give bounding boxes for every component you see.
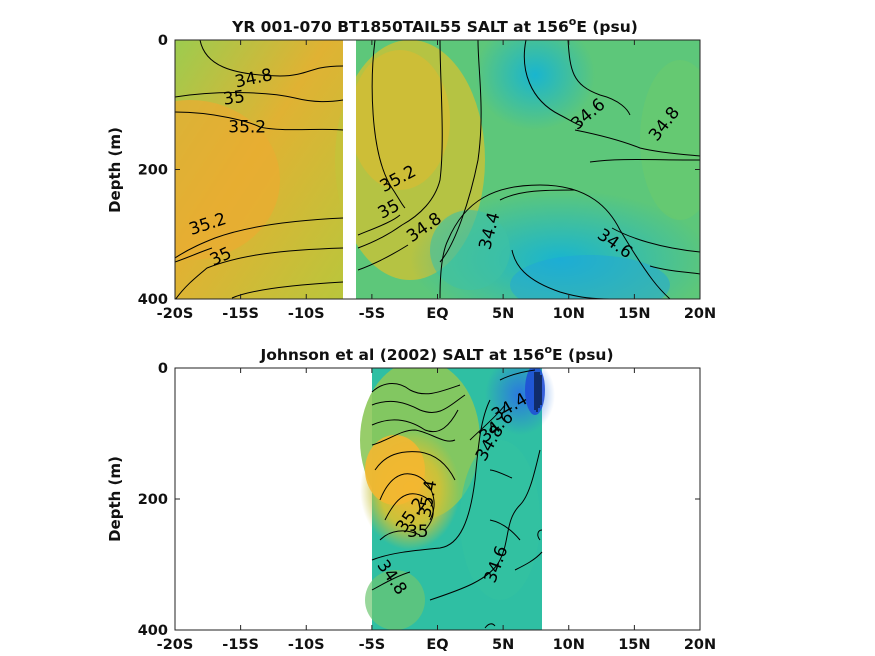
top-y-tick-label: 400 xyxy=(138,292,168,308)
top-x-tick-label: 15N xyxy=(618,306,650,322)
top-contours xyxy=(175,40,700,299)
bottom-x-tick-label: EQ xyxy=(426,637,448,653)
bottom-x-tick-label: -5S xyxy=(359,637,386,653)
top-x-tick-label: EQ xyxy=(426,306,448,322)
top-x-tick-label: 10N xyxy=(553,306,585,322)
top-chart-title: YR 001-070 BT1850TAIL55 SALT at 156oE (p… xyxy=(231,15,638,36)
bottom-x-tick-label: 15N xyxy=(618,637,650,653)
top-x-tick-label: 20N xyxy=(684,306,716,322)
bottom-x-tick-label: 5N xyxy=(492,637,514,653)
bottom-axes: -20S -15S -10S -5S EQ 5N 10N 15N 20N 0 200 400 xyxy=(138,361,716,653)
bottom-x-tick-label: -20S xyxy=(157,637,194,653)
bottom-y-tick-label: 0 xyxy=(158,361,168,377)
top-x-tick-label: -20S xyxy=(157,306,194,322)
bottom-contours xyxy=(371,369,543,629)
bottom-y-tick-label: 400 xyxy=(138,623,168,639)
bottom-x-tick-label: 10N xyxy=(553,637,585,653)
bottom-contour-label: 35 xyxy=(407,522,429,542)
top-x-tick-label: -5S xyxy=(359,306,386,322)
top-y-tick-label: 200 xyxy=(138,163,168,179)
bottom-x-tick-label: 20N xyxy=(684,637,716,653)
top-salinity-field xyxy=(175,40,700,299)
top-y-tick-label: 0 xyxy=(158,33,168,49)
bottom-x-tick-label: -10S xyxy=(288,637,325,653)
bottom-y-axis-label: Depth (m) xyxy=(106,456,124,542)
top-x-tick-label: -10S xyxy=(288,306,325,322)
bottom-x-tick-label: -15S xyxy=(222,637,259,653)
top-contour-label: 35 xyxy=(222,87,246,110)
top-axes: -20S -15S -10S -5S EQ 5N 10N 15N 20N 0 200 400 xyxy=(138,33,716,322)
top-data-gap xyxy=(343,40,356,299)
bottom-y-tick-label: 200 xyxy=(138,492,168,508)
top-y-axis-label: Depth (m) xyxy=(106,127,124,213)
top-x-tick-label: 5N xyxy=(492,306,514,322)
top-x-tick-label: -15S xyxy=(222,306,259,322)
top-contour-label: 35.2 xyxy=(228,117,266,137)
bottom-chart-title: Johnson et al (2002) SALT at 156oE (psu) xyxy=(259,343,613,364)
